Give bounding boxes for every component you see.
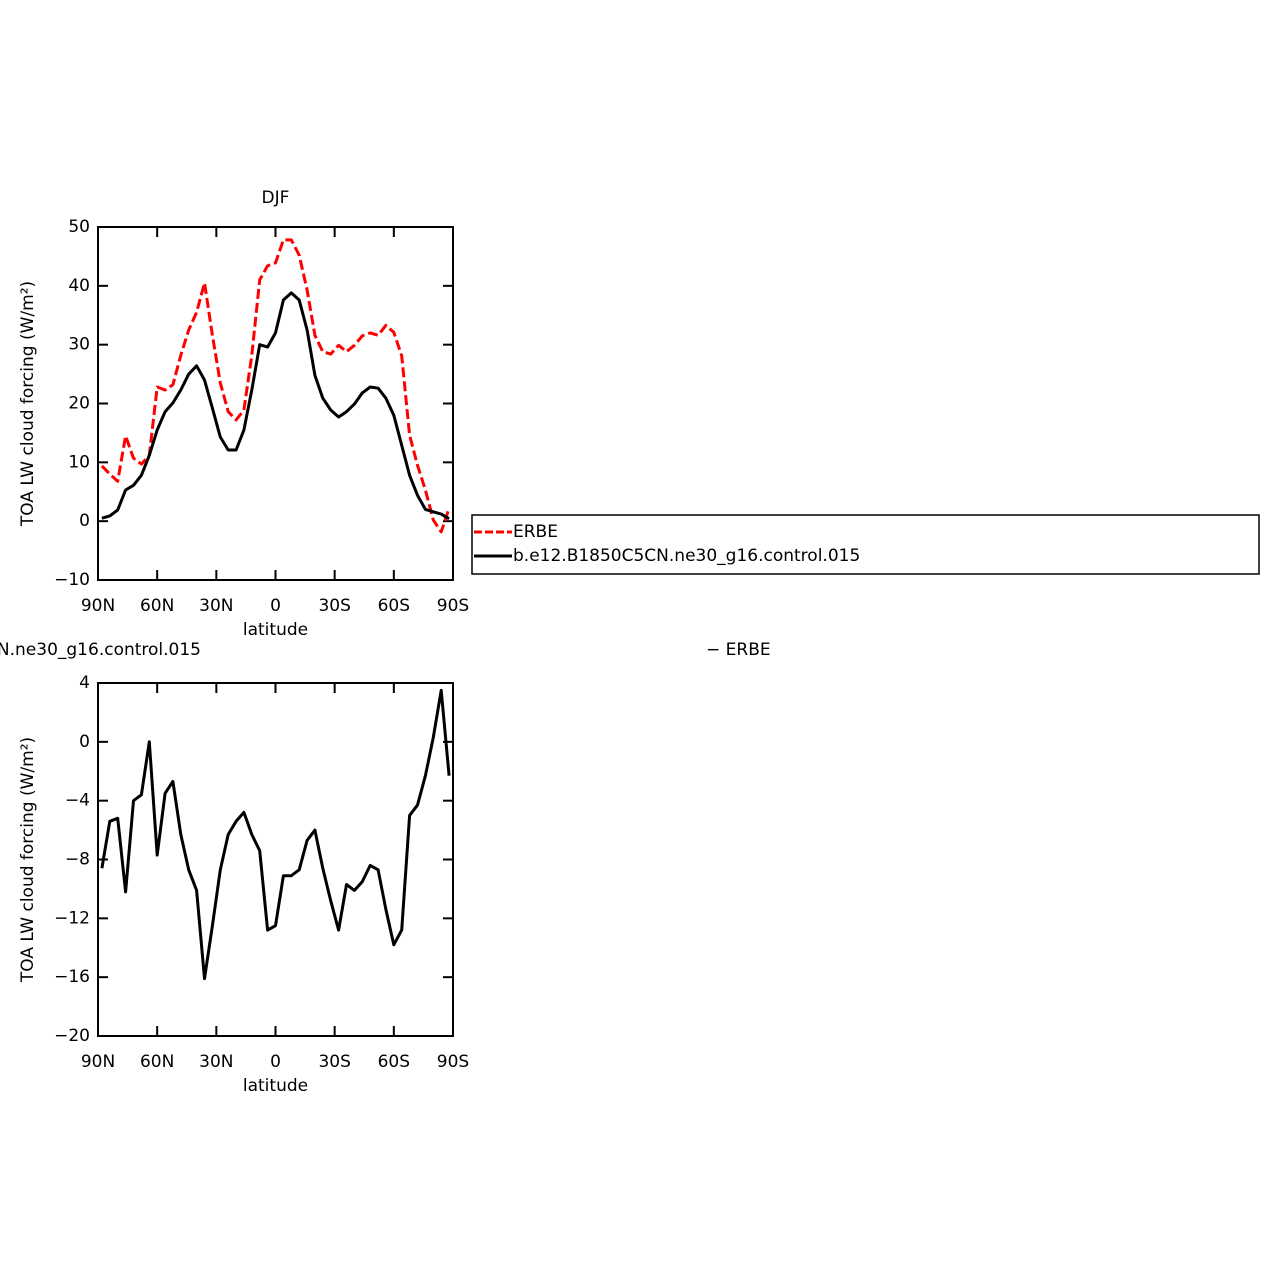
y-axis-label: TOA LW cloud forcing (W/m²) <box>18 281 38 527</box>
x-tick-label: 60N <box>140 596 174 616</box>
plot-frame <box>97 682 454 1037</box>
y-tick-label: 50 <box>68 217 90 237</box>
x-tick-label: 60S <box>378 1052 410 1072</box>
legend-label: ERBE <box>513 522 558 542</box>
y-axis-label: TOA LW cloud forcing (W/m²) <box>18 737 38 983</box>
chart-title: − ERBE <box>706 640 771 660</box>
y-tick-label: 0 <box>79 732 90 752</box>
y-tick-label: −4 <box>65 791 90 811</box>
y-tick-label: 20 <box>68 394 90 414</box>
x-axis-label: latitude <box>243 1076 308 1096</box>
x-tick-label: 30S <box>318 1052 350 1072</box>
x-tick-label: 30N <box>199 1052 233 1072</box>
x-axis-label: latitude <box>243 620 308 640</box>
x-tick-label: 0 <box>270 596 281 616</box>
plot-frame <box>97 226 454 581</box>
y-tick-label: −12 <box>54 908 90 928</box>
y-tick-label: 4 <box>79 673 90 693</box>
y-tick-label: −8 <box>65 850 90 870</box>
y-tick-label: 30 <box>68 335 90 355</box>
legend-box <box>471 514 1260 575</box>
y-tick-label: 40 <box>68 276 90 296</box>
y-tick-label: 0 <box>79 511 90 531</box>
series-line <box>101 291 450 521</box>
chart-title: DJF <box>262 188 290 208</box>
x-tick-label: 90N <box>81 1052 115 1072</box>
x-tick-label: 0 <box>270 1052 281 1072</box>
x-tick-label: 90N <box>81 596 115 616</box>
chart-title: b.e12.B1850C5CN.ne30_g16.control.015 <box>0 640 201 660</box>
y-tick-label: −10 <box>54 570 90 590</box>
x-tick-label: 90S <box>437 1052 469 1072</box>
x-tick-label: 60S <box>378 596 410 616</box>
legend-label: b.e12.B1850C5CN.ne30_g16.control.015 <box>513 546 860 566</box>
x-tick-label: 30S <box>318 596 350 616</box>
series-line <box>100 238 451 534</box>
x-tick-label: 60N <box>140 1052 174 1072</box>
y-tick-label: −16 <box>54 967 90 987</box>
y-tick-label: 10 <box>68 452 90 472</box>
series-line <box>100 688 451 981</box>
y-tick-label: −20 <box>54 1026 90 1046</box>
x-tick-label: 90S <box>437 596 469 616</box>
x-tick-label: 30N <box>199 596 233 616</box>
